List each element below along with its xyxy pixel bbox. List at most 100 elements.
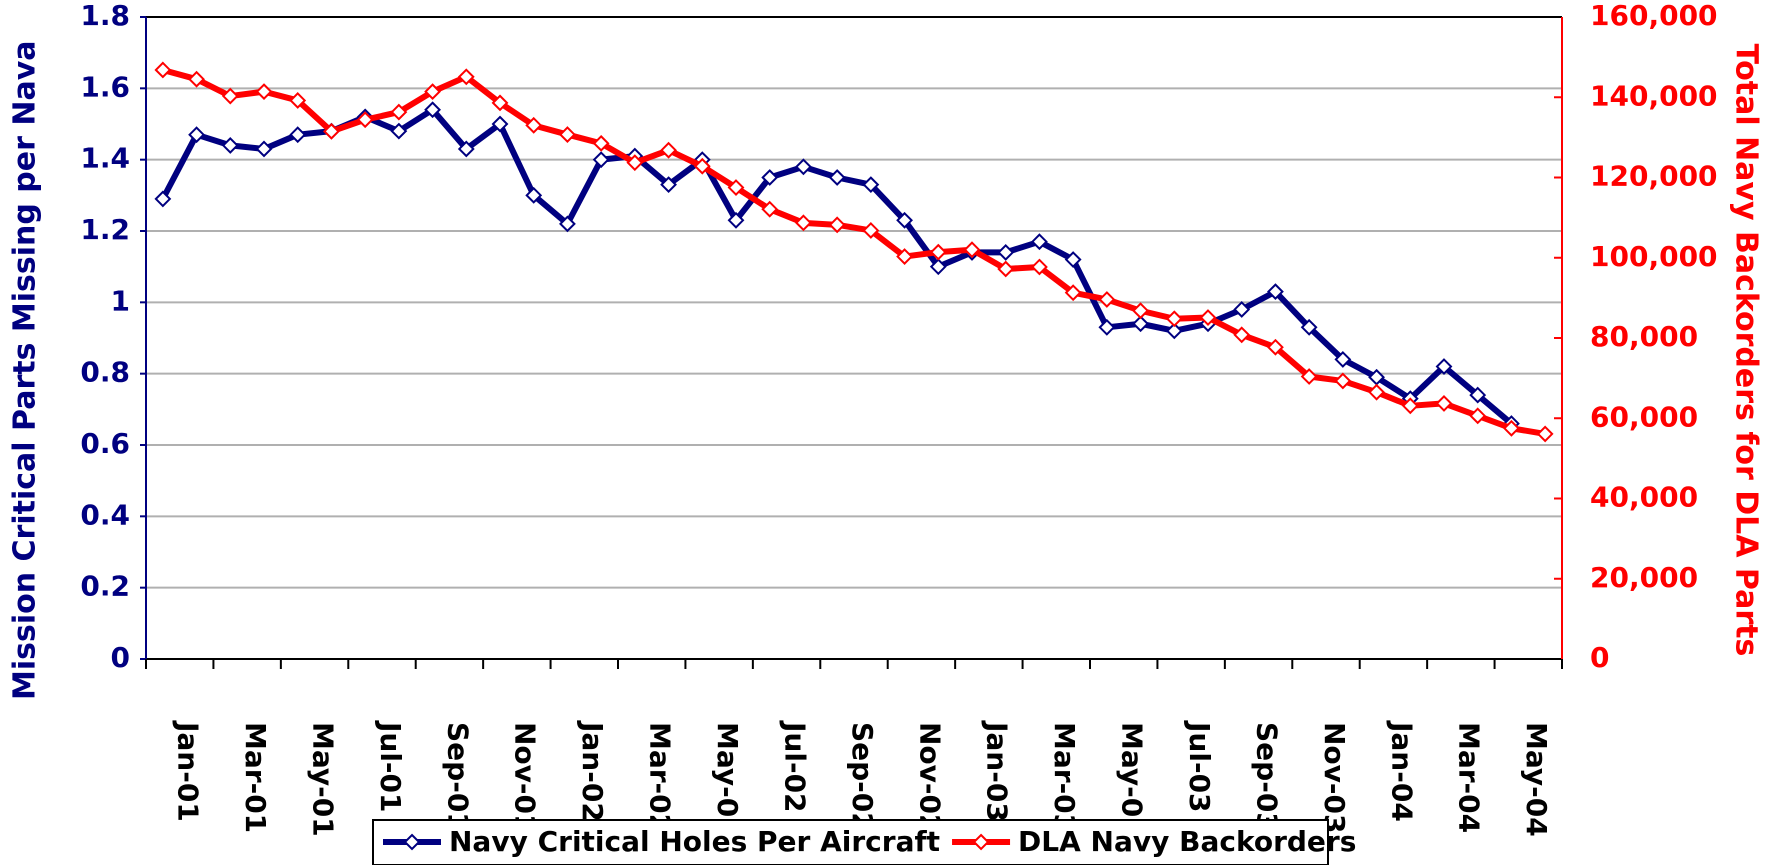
- point-marker: [188, 70, 205, 88]
- x-tick-label: Nov-02: [913, 722, 946, 834]
- legend: Navy Critical Holes Per Aircraft DLA Navy…: [372, 819, 1356, 865]
- point-marker: [1165, 310, 1183, 328]
- x-tick-label: Mar-02: [644, 722, 677, 833]
- point-marker: [761, 200, 779, 218]
- y2-tick-label: 120,000: [1590, 160, 1718, 193]
- point-marker: [1098, 318, 1116, 336]
- point-marker: [660, 141, 677, 159]
- point-marker: [1503, 419, 1520, 437]
- y-tick-label: 0.2: [80, 570, 130, 603]
- point-marker: [559, 126, 576, 143]
- x-tick-label: Jan-01: [172, 720, 205, 822]
- point-marker: [896, 248, 913, 265]
- x-tick-label: Jan-02: [576, 720, 609, 822]
- x-tick-label: Jul-03: [1183, 720, 1216, 813]
- point-marker: [896, 211, 913, 229]
- x-tick-label: Nov-03: [1318, 722, 1351, 834]
- point-marker: [525, 186, 543, 204]
- point-marker: [1536, 425, 1554, 443]
- point-marker: [356, 111, 374, 129]
- point-marker: [795, 214, 812, 232]
- point-marker: [1031, 233, 1048, 251]
- x-tick-label: Jul-01: [374, 720, 407, 813]
- y-tick-label: 1.8: [80, 0, 130, 32]
- x-tick-label: May-02: [711, 722, 744, 837]
- point-marker: [1401, 397, 1419, 415]
- point-marker: [255, 140, 273, 158]
- x-tick-label: May-04: [1520, 722, 1553, 837]
- point-marker: [289, 92, 307, 109]
- point-marker: [1368, 383, 1385, 401]
- point-marker: [727, 211, 745, 229]
- point-marker: [660, 176, 677, 194]
- x-tick-label: Sep-02: [846, 722, 879, 832]
- y2-tick-label: 0: [1590, 641, 1609, 674]
- point-marker: [559, 215, 576, 233]
- y2-tick-label: 20,000: [1590, 561, 1698, 594]
- y2-tick-label: 160,000: [1590, 0, 1718, 32]
- y-tick-label: 1: [111, 284, 130, 317]
- y2-tick-label: 60,000: [1590, 400, 1698, 433]
- x-tick-label: Jan-03: [981, 720, 1014, 822]
- y2-axis-title: Total Navy Backorders for DLA Parts: [1729, 44, 1764, 657]
- point-marker: [221, 136, 239, 154]
- point-marker: [997, 243, 1015, 261]
- point-marker: [592, 151, 610, 169]
- point-marker: [1064, 284, 1082, 302]
- point-marker: [929, 258, 947, 276]
- point-marker: [693, 157, 711, 175]
- y2-tick-label: 140,000: [1590, 79, 1718, 112]
- x-tick-label: May-03: [1116, 722, 1149, 837]
- point-marker: [1300, 368, 1318, 385]
- x-tick-label: Mar-03: [1048, 722, 1081, 833]
- point-marker: [424, 101, 441, 119]
- point-marker: [929, 243, 947, 261]
- point-marker: [1233, 301, 1251, 318]
- legend-box: [372, 819, 1329, 865]
- point-marker: [525, 116, 543, 134]
- legend-label: Navy Critical Holes Per Aircraft: [449, 825, 940, 858]
- y2-tick-label: 80,000: [1590, 320, 1698, 353]
- point-marker: [188, 126, 205, 144]
- point-marker: [1435, 358, 1453, 375]
- point-marker: [727, 179, 745, 196]
- y-tick-label: 1.4: [80, 142, 130, 175]
- legend-marker: [972, 833, 990, 851]
- point-marker: [592, 134, 610, 152]
- point-marker: [457, 140, 475, 158]
- point-marker: [491, 94, 509, 112]
- point-marker: [1334, 372, 1352, 390]
- point-marker: [154, 190, 172, 208]
- x-tick-label: May-01: [306, 722, 339, 837]
- point-marker: [1199, 309, 1217, 326]
- point-marker: [424, 83, 441, 101]
- legend-label: DLA Navy Backorders: [1018, 825, 1356, 858]
- x-tick-label: Jan-04: [1385, 720, 1418, 822]
- point-marker: [323, 122, 340, 140]
- y-tick-label: 1.6: [80, 70, 130, 103]
- point-marker: [1132, 315, 1149, 333]
- point-marker: [255, 83, 273, 101]
- x-tick-label: Sep-01: [441, 722, 474, 832]
- point-marker: [862, 222, 880, 239]
- point-marker: [1300, 318, 1318, 336]
- x-tick-label: Jul-02: [778, 720, 811, 813]
- y2-tick-label: 100,000: [1590, 240, 1718, 273]
- point-marker: [390, 103, 408, 121]
- y-tick-label: 1.2: [80, 213, 130, 246]
- point-marker: [1132, 302, 1149, 320]
- point-marker: [963, 241, 981, 259]
- point-marker: [1469, 407, 1487, 425]
- y-tick-label: 0: [111, 641, 130, 674]
- legend-marker: [403, 833, 421, 851]
- y-tick-label: 0.8: [80, 356, 130, 389]
- point-marker: [1233, 326, 1251, 344]
- y-axis-title: Mission Critical Parts Missing per Nava: [8, 40, 43, 700]
- x-tick-label: Nov-01: [509, 722, 542, 834]
- point-marker: [795, 158, 812, 176]
- point-marker: [828, 216, 846, 234]
- y-tick-label: 0.4: [80, 498, 130, 531]
- point-marker: [862, 176, 880, 194]
- point-marker: [1267, 338, 1284, 356]
